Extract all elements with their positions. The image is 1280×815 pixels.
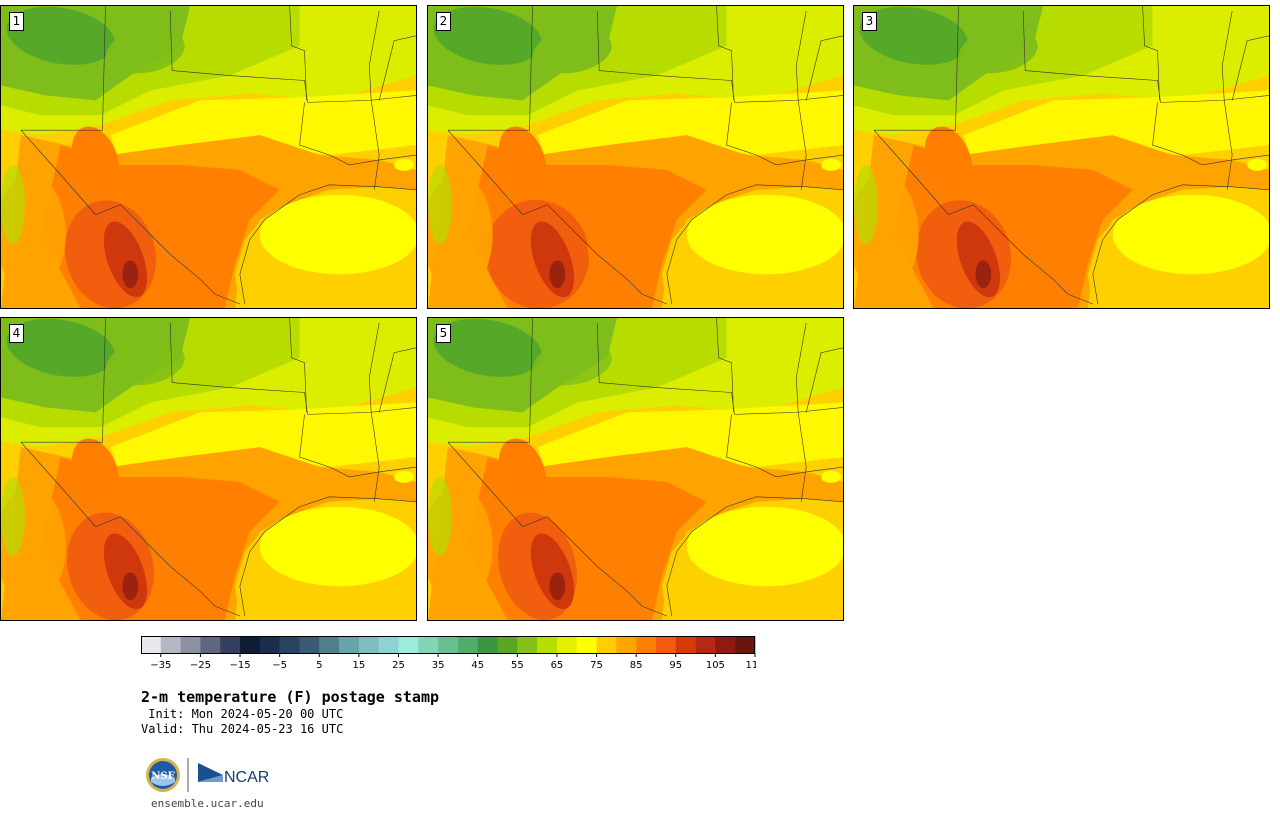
colorbar-swatch — [160, 636, 181, 653]
colorbar-swatch — [596, 636, 617, 653]
plot-title: 2-m temperature (F) postage stamp — [141, 688, 440, 706]
colorbar-swatch — [438, 636, 459, 653]
colorbar-tick-label: 115 — [745, 660, 756, 671]
colorbar-tick-label: 5 — [316, 660, 322, 671]
website-url: ensemble.ucar.edu — [151, 797, 264, 810]
colorbar-tick-label: −25 — [190, 660, 211, 671]
colorbar-swatch — [556, 636, 578, 653]
colorbar-swatch — [477, 636, 498, 653]
colorbar: −35 −25 −15 −5 5 15 25 35 45 55 65 75 85 95 105 115 — [141, 636, 756, 676]
colorbar-tick-label: −35 — [150, 660, 171, 671]
nsf-logo: NSF — [146, 758, 180, 792]
colorbar-swatch — [200, 636, 221, 653]
colorbar-tick-label: 45 — [471, 660, 484, 671]
colorbar-tick-label: 85 — [630, 660, 643, 671]
colorbar-swatch — [240, 636, 261, 653]
ensemble-member-label: 5 — [436, 324, 451, 343]
panel-2: 2 — [427, 5, 844, 309]
colorbar-swatch — [358, 636, 379, 653]
init-time: Init: Mon 2024-05-20 00 UTC — [141, 707, 344, 721]
colorbar-swatch — [279, 636, 300, 653]
colorbar-swatch — [259, 636, 280, 653]
ensemble-member-label: 1 — [9, 12, 24, 31]
ensemble-member-label: 4 — [9, 324, 24, 343]
colorbar-swatch — [457, 636, 479, 653]
colorbar-swatch — [497, 636, 518, 653]
colorbar-swatch — [319, 636, 340, 653]
colorbar-swatch — [141, 636, 162, 653]
colorbar-graphic: −35 −25 −15 −5 5 15 25 35 45 55 65 75 85 95 105 115 — [141, 636, 756, 671]
temperature-map — [1, 6, 416, 308]
colorbar-tick-label: 15 — [353, 660, 366, 671]
colorbar-swatch — [655, 636, 677, 653]
colorbar-swatch — [616, 636, 637, 653]
colorbar-tick-label: 75 — [590, 660, 603, 671]
colorbar-swatch — [220, 636, 241, 653]
colorbar-swatch — [398, 636, 419, 653]
nsf-logo-text: NSF — [151, 771, 174, 782]
colorbar-tick-label: 35 — [432, 660, 445, 671]
colorbar-tick-label: −15 — [229, 660, 250, 671]
colorbar-swatch — [180, 636, 201, 653]
colorbar-tick-label: −5 — [272, 660, 287, 671]
ncar-logo-text: NCAR — [224, 769, 269, 786]
ncar-logo: NCAR — [198, 763, 269, 786]
colorbar-tick-label: 95 — [669, 660, 682, 671]
valid-time: Valid: Thu 2024-05-23 16 UTC — [141, 722, 344, 736]
colorbar-tick-label: 25 — [392, 660, 405, 671]
temperature-map — [1, 318, 416, 620]
colorbar-swatch — [378, 636, 399, 653]
colorbar-swatch — [517, 636, 538, 653]
colorbar-swatch — [339, 636, 360, 653]
colorbar-swatch — [636, 636, 657, 653]
colorbar-swatch — [299, 636, 320, 653]
temperature-map — [854, 6, 1269, 308]
colorbar-swatch — [715, 636, 736, 653]
temperature-map — [428, 318, 843, 620]
panel-3: 3 — [853, 5, 1270, 309]
colorbar-swatch — [537, 636, 558, 653]
colorbar-tick-label: 55 — [511, 660, 524, 671]
panel-5: 5 — [427, 317, 844, 621]
colorbar-swatch — [695, 636, 716, 653]
panel-1: 1 — [0, 5, 417, 309]
colorbar-tick-label: 65 — [551, 660, 564, 671]
colorbar-swatch — [576, 636, 597, 653]
ensemble-member-label: 3 — [862, 12, 877, 31]
colorbar-tick-label: 105 — [706, 660, 725, 671]
panel-4: 4 — [0, 317, 417, 621]
colorbar-swatch — [418, 636, 439, 653]
ensemble-member-label: 2 — [436, 12, 451, 31]
logos: NSF NCAR — [145, 756, 275, 794]
colorbar-swatch — [675, 636, 696, 653]
colorbar-swatch — [735, 636, 756, 653]
temperature-map — [428, 6, 843, 308]
